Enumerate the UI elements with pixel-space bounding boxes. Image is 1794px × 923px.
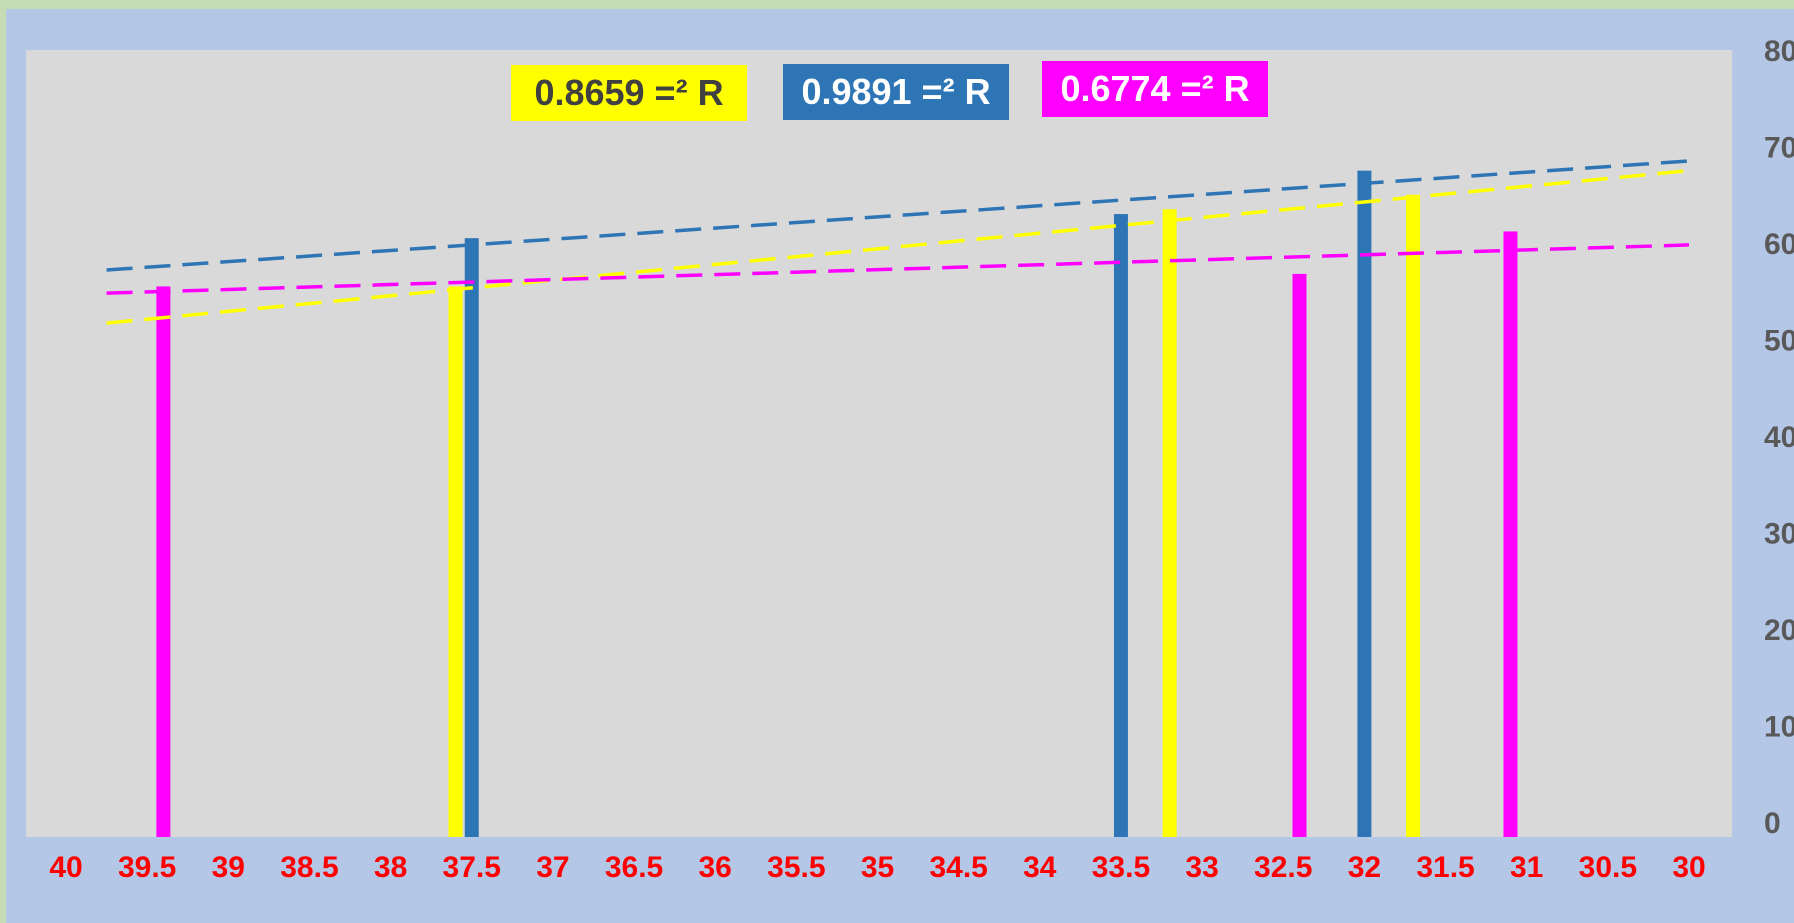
r2-label-text: 0.8659 =² R [534,72,723,113]
x-tick-label: 35 [861,851,894,884]
x-tick-label: 39.5 [118,851,176,884]
plot-area [26,50,1732,837]
r2-label-text: 0.9891 =² R [801,71,990,112]
bar-series1-2 [1357,170,1372,837]
y-tick-label: 20 [1764,614,1794,647]
r2-label-series1: 0.9891 =² R [783,64,1009,120]
r2-label-series2: 0.6774 =² R [1042,61,1268,117]
y-tick-label: 60 [1764,228,1794,261]
x-tick-label: 31 [1510,851,1543,884]
r2-label-box [511,65,747,121]
x-tick-label: 32 [1348,851,1381,884]
x-tick-label: 30.5 [1579,851,1637,884]
x-tick-label: 39 [212,851,245,884]
bar-series0-0 [448,286,463,837]
y-tick-label: 10 [1764,711,1794,744]
y-tick-label: 80 [1764,35,1794,68]
y-tick-label: 50 [1764,325,1794,358]
x-tick-label: 32.5 [1254,851,1312,884]
x-tick-label: 38 [374,851,407,884]
r2-label-box [783,64,1009,120]
bar-series1-0 [464,238,479,838]
r2-label-series0: 0.8659 =² R [511,65,747,121]
x-axis-ticks: 40 39.5 39 38.5 38 37.5 37 36.5 36 35.5 35 34.5 34 33… [49,851,1705,884]
x-tick-label: 35.5 [767,851,825,884]
x-tick-label: 40 [49,851,82,884]
chart-frame: 0.8659 =² R 0.9891 =² R 0.6774 =² R 40 39.5… [6,9,1794,923]
y-tick-label: 70 [1764,132,1794,165]
x-tick-label: 34.5 [929,851,987,884]
y-tick-label: 40 [1764,421,1794,454]
bar-series2-1 [1292,273,1307,837]
chart-svg: 0.8659 =² R 0.9891 =² R 0.6774 =² R 40 39.5… [26,35,1794,884]
r2-label-box [1042,61,1268,117]
y-tick-label: 0 [1764,807,1781,840]
x-tick-label: 33.5 [1092,851,1150,884]
y-axis-ticks: 0 10 20 30 40 50 60 70 80 [1764,35,1794,840]
r2-label-text: 0.6774 =² R [1060,68,1249,109]
x-tick-label: 38.5 [280,851,338,884]
bar-series0-1 [1162,209,1177,838]
bars-group [156,170,1518,838]
x-tick-label: 36.5 [605,851,663,884]
bar-series2-0 [156,286,171,837]
x-tick-label: 36 [699,851,732,884]
bar-series0-2 [1406,194,1421,837]
bar-series2-2 [1503,231,1518,838]
x-tick-label: 37.5 [443,851,501,884]
x-tick-label: 33 [1185,851,1218,884]
bar-series1-1 [1113,214,1128,838]
y-tick-label: 30 [1764,518,1794,551]
x-tick-label: 30 [1672,851,1705,884]
x-tick-label: 34 [1023,851,1057,884]
x-tick-label: 31.5 [1416,851,1474,884]
r2-labels-group: 0.8659 =² R 0.9891 =² R 0.6774 =² R [511,61,1268,121]
x-tick-label: 37 [536,851,569,884]
